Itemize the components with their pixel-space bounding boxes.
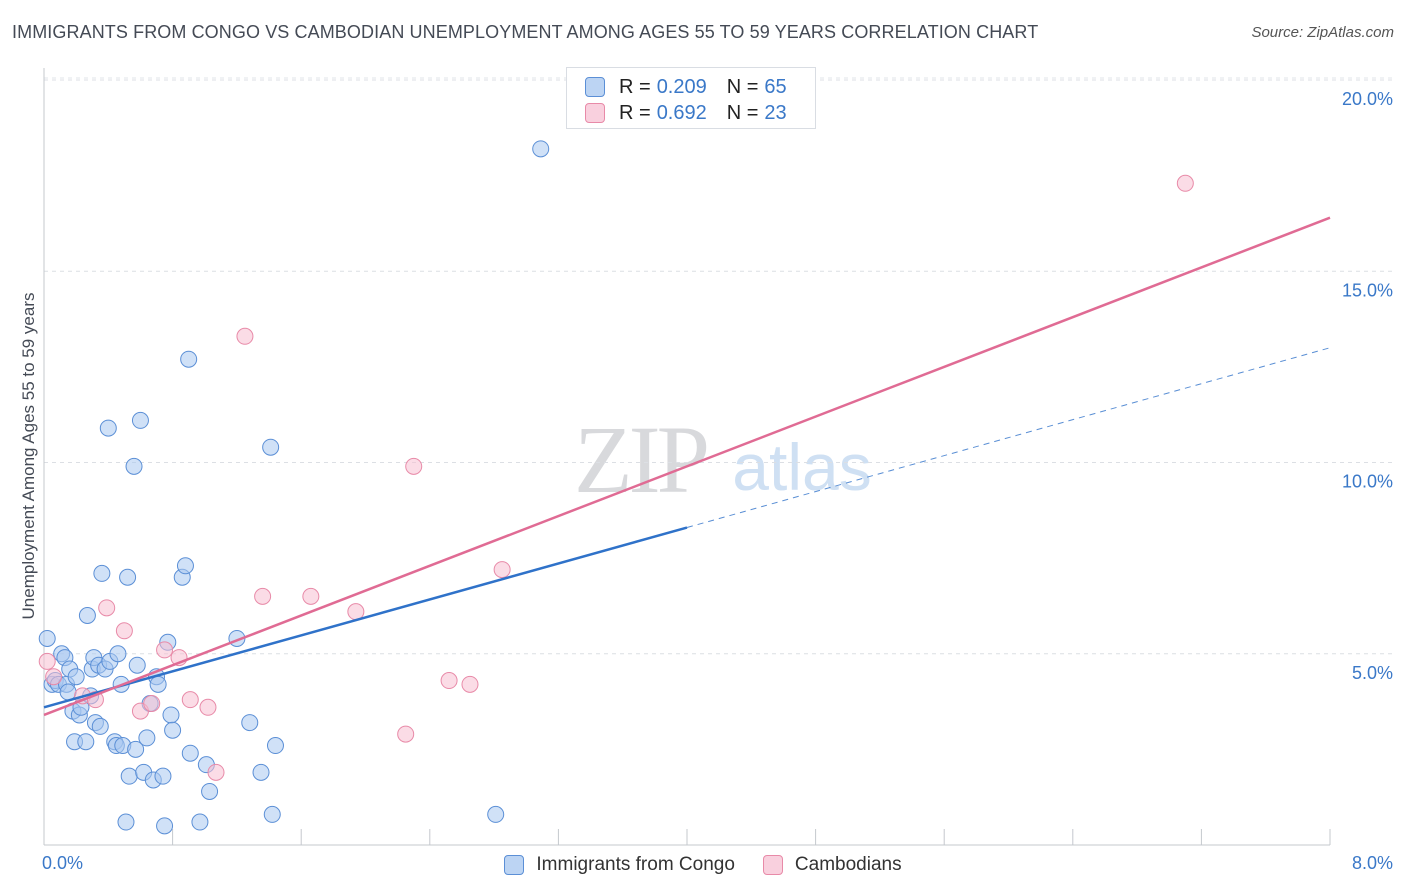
congo-point (93, 564, 111, 582)
cambodian-point (405, 457, 423, 475)
cambodian-trend-line (43, 216, 1331, 717)
y-tick-label: 10.0% (1342, 472, 1393, 492)
y-tick-label: 15.0% (1342, 280, 1393, 300)
cambodian-point (199, 698, 217, 716)
congo-point (138, 729, 156, 747)
cambodian-point (207, 763, 225, 781)
congo-point (156, 817, 174, 835)
congo-point (162, 706, 180, 724)
congo-point (181, 744, 199, 762)
cambodian-point (1176, 174, 1194, 192)
congo-point (117, 813, 135, 831)
congo-point (99, 419, 117, 437)
congo-point (149, 675, 167, 693)
cambodian-swatch (585, 103, 605, 123)
congo-point (263, 805, 281, 823)
congo-point (127, 740, 145, 758)
n-value-congo: 65 (764, 75, 787, 98)
congo-point (201, 782, 219, 800)
tick-labels: 5.0% 10.0% 15.0% 20.0% 0.0% 8.0% (42, 89, 1393, 873)
congo-point (164, 721, 182, 739)
cambodian-point (115, 622, 133, 640)
congo-point (67, 668, 85, 686)
chart-title: IMMIGRANTS FROM CONGO VS CAMBODIAN UNEMP… (12, 22, 1039, 42)
congo-point (109, 645, 127, 663)
cambodian-point (440, 672, 458, 690)
congo-point (131, 411, 149, 429)
series-legend: Immigrants from Congo Cambodians (0, 851, 1406, 879)
gridlines (44, 77, 1395, 655)
cambodian-legend-swatch (762, 855, 783, 875)
congo-point (191, 813, 209, 831)
congo-point (59, 683, 77, 701)
congo-point (262, 438, 280, 456)
cambodian-point (143, 694, 161, 712)
cambodian-point (156, 641, 174, 659)
congo-swatch (585, 77, 605, 97)
congo-point (241, 714, 259, 732)
source-note: Source: ZipAtlas.com (1251, 24, 1394, 41)
legend-label-cambodian: Cambodians (794, 854, 902, 875)
watermark-zip: ZIP (574, 406, 707, 513)
congo-trend-line (43, 526, 688, 709)
cambodian-point (236, 327, 254, 345)
congo-point (125, 457, 143, 475)
r-label: R = (619, 101, 651, 124)
data-points (38, 140, 1194, 835)
legend-item-congo[interactable]: Immigrants from Congo (504, 854, 735, 876)
legend-row-cambodian: R = 0.692 N = 23 (585, 101, 787, 125)
axes (43, 68, 1331, 846)
cambodian-point (254, 587, 272, 605)
n-label: N = (726, 101, 759, 124)
congo-point (154, 767, 172, 785)
cambodian-point (181, 691, 199, 709)
congo-point (120, 767, 138, 785)
cambodian-point (397, 725, 415, 743)
y-tick-label: 5.0% (1352, 663, 1393, 683)
watermark-atlas: atlas (732, 430, 871, 504)
correlation-legend: R = 0.209 N = 65 R = 0.692 N = 23 (566, 67, 816, 129)
r-value-congo: 0.209 (656, 75, 707, 98)
n-label: N = (726, 75, 759, 98)
cambodian-point (38, 652, 56, 670)
cambodian-point (461, 675, 479, 693)
congo-point (128, 656, 146, 674)
y-tick-label: 20.0% (1342, 89, 1393, 109)
congo-point (487, 805, 505, 823)
congo-trend-extension (686, 347, 1331, 529)
r-value-cambodian: 0.692 (656, 101, 707, 124)
legend-label-congo: Immigrants from Congo (536, 854, 735, 875)
cambodian-point (302, 587, 320, 605)
cambodian-point (493, 561, 511, 579)
congo-point (176, 557, 194, 575)
x-tick-label: 0.0% (42, 853, 83, 873)
congo-legend-swatch (504, 855, 525, 875)
n-value-cambodian: 23 (764, 101, 787, 124)
trend-lines (43, 216, 1331, 717)
x-tick-label: 8.0% (1352, 853, 1393, 873)
cambodian-point (45, 668, 63, 686)
congo-point (91, 717, 109, 735)
congo-point (532, 140, 550, 158)
r-label: R = (619, 75, 651, 98)
congo-point (77, 733, 95, 751)
congo-point (180, 350, 198, 368)
cambodian-point (98, 599, 116, 617)
congo-point (38, 629, 56, 647)
congo-point (78, 607, 96, 624)
legend-item-cambodian[interactable]: Cambodians (762, 854, 902, 876)
congo-point (119, 568, 137, 586)
legend-row-congo: R = 0.209 N = 65 (585, 75, 787, 99)
congo-point (266, 737, 284, 755)
congo-point (252, 763, 270, 781)
